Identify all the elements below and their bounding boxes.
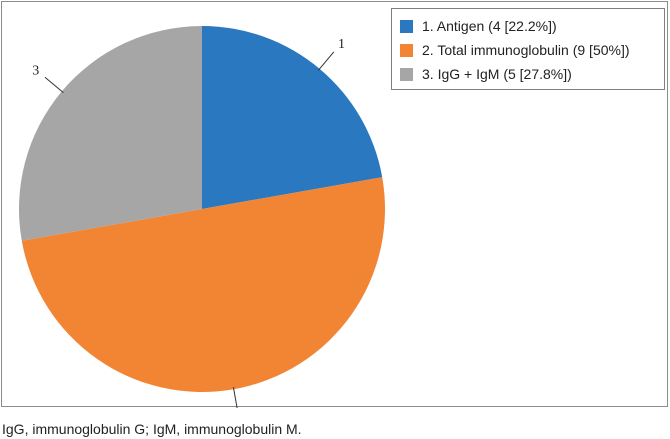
leader-line-antigen: [317, 51, 335, 71]
legend-label-total-immunoglobulin: 2. Total immunoglobulin (9 [50%]): [422, 42, 630, 58]
leader-line-total-immunoglobulin: [232, 387, 238, 408]
legend-swatch-antigen: [400, 19, 413, 33]
leader-line-igg-igm: [44, 76, 64, 94]
pie-slice-antigen: [202, 25, 383, 209]
legend-swatch-igg-igm: [400, 67, 413, 81]
pie-slice-total-immunoglobulin: [21, 177, 386, 393]
legend-label-antigen: 1. Antigen (4 [22.2%]): [422, 18, 557, 34]
legend-swatch-total-immunoglobulin: [400, 43, 413, 57]
slice-label-igg-igm: 3: [32, 64, 39, 79]
figure-footnote: IgG, immunoglobulin G; IgM, immunoglobul…: [2, 421, 302, 437]
chart-frame: 123 1. Antigen (4 [22.2%]) 2. Total immu…: [1, 1, 668, 408]
pie-chart: 123: [18, 25, 386, 408]
legend-item-antigen: 1. Antigen (4 [22.2%]): [400, 14, 664, 38]
pie-slice-igg-igm: [18, 26, 202, 241]
legend-item-total-immunoglobulin: 2. Total immunoglobulin (9 [50%]): [400, 38, 664, 62]
slice-label-antigen: 1: [338, 37, 345, 52]
chart-legend: 1. Antigen (4 [22.2%]) 2. Total immunogl…: [391, 8, 665, 90]
legend-label-igg-igm: 3. IgG + IgM (5 [27.8%]): [422, 66, 572, 82]
legend-item-igg-igm: 3. IgG + IgM (5 [27.8%]): [400, 62, 664, 86]
